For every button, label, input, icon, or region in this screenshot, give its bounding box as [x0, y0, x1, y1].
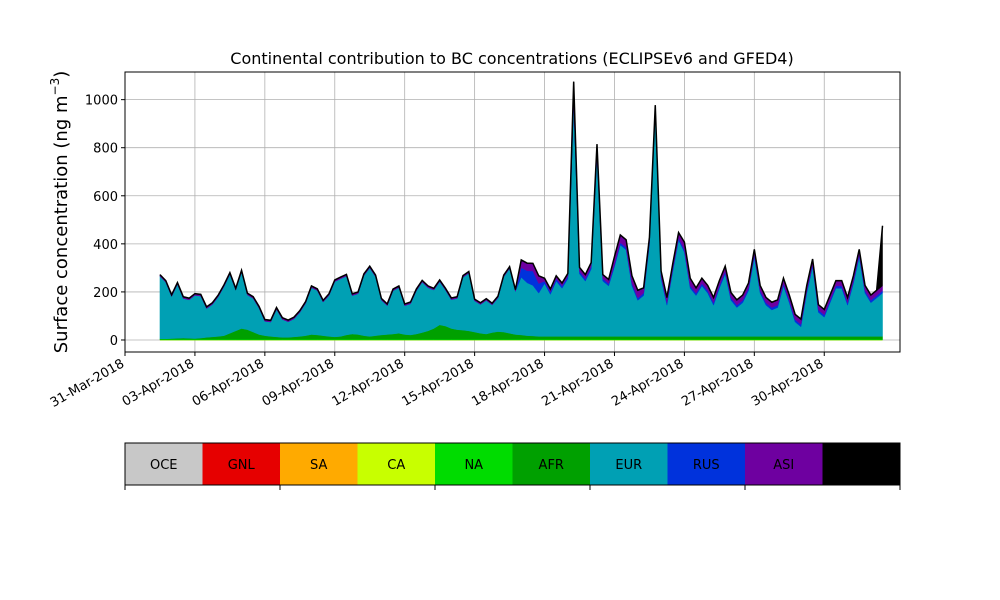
y-axis-label: Surface concentration (ng m−3): [48, 71, 72, 354]
legend-swatch-rus: [667, 443, 745, 485]
legend-swatch-eur: [590, 443, 668, 485]
legend-swatch-aus: [822, 443, 900, 485]
x-tick-label: 03-Apr-2018: [120, 356, 197, 409]
x-tick-label: 24-Apr-2018: [609, 356, 686, 409]
x-axis: 31-Mar-201803-Apr-201806-Apr-201809-Apr-…: [48, 352, 826, 411]
legend-swatch-afr: [512, 443, 590, 485]
x-tick-label: 31-Mar-2018: [48, 356, 127, 410]
legend-frame: [124, 442, 901, 486]
legend-label-eur: EUR: [615, 458, 642, 473]
x-tick-label: 15-Apr-2018: [400, 356, 477, 409]
legend-swatch-oce: [125, 443, 203, 485]
legend-label-na: NA: [464, 458, 483, 473]
y-tick-label: 200: [93, 286, 118, 301]
plot-frame: [124, 71, 901, 353]
legend-label-afr: AFR: [539, 458, 564, 473]
x-tick-label: 09-Apr-2018: [260, 356, 337, 409]
legend-swatch-na: [435, 443, 513, 485]
chart-title: Continental contribution to BC concentra…: [230, 49, 793, 68]
x-tick-label: 06-Apr-2018: [190, 356, 267, 409]
legend-swatch-ca: [357, 443, 435, 485]
total-outline: [159, 81, 884, 322]
total-line: [159, 81, 884, 322]
legend-label-oce: OCE: [150, 458, 178, 473]
legend-colorbar: OCE GNL SA CA NA AFR EUR RUS ASI AUS: [124, 442, 901, 490]
plot-area: [124, 71, 901, 353]
y-tick-label: 600: [93, 190, 118, 205]
legend-swatch-gnl: [202, 443, 280, 485]
x-tick-label: 27-Apr-2018: [679, 356, 756, 409]
x-tick-label: 18-Apr-2018: [469, 356, 546, 409]
legend-label-sa: SA: [310, 458, 327, 473]
x-tick-label: 30-Apr-2018: [749, 356, 826, 409]
legend-label-gnl: GNL: [228, 458, 256, 473]
legend-swatch-sa: [280, 443, 358, 485]
legend-label-rus: RUS: [693, 458, 720, 473]
x-tick-label: 12-Apr-2018: [330, 356, 407, 409]
legend-label-ca: CA: [387, 458, 405, 473]
y-tick-label: 0: [110, 334, 118, 349]
y-tick-label: 1000: [85, 94, 118, 109]
legend-label-aus: AUS: [848, 458, 875, 473]
y-tick-label: 800: [93, 142, 118, 157]
legend-swatch-asi: [745, 443, 823, 485]
y-tick-label: 400: [93, 238, 118, 253]
x-tick-label: 21-Apr-2018: [539, 356, 616, 409]
y-axis: 0 200 400 600 800 1000: [85, 94, 125, 349]
legend-label-asi: ASI: [773, 458, 794, 473]
